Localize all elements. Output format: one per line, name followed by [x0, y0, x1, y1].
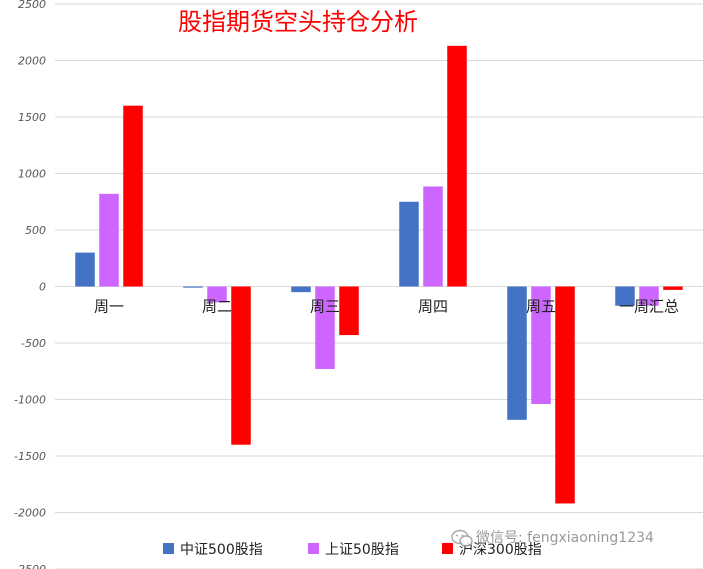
watermark: 微信号: fengxiaoning1234 [451, 529, 654, 547]
x-tick-label: 周五 [526, 298, 556, 316]
y-tick-label: -1500 [14, 450, 46, 463]
x-tick-label: 周四 [418, 298, 448, 316]
legend-swatch [163, 543, 174, 554]
wechat-icon [451, 529, 473, 547]
watermark-text: 微信号: fengxiaoning1234 [476, 530, 654, 546]
bar [423, 186, 443, 287]
x-tick-label: 周一 [94, 298, 124, 316]
legend: 中证500股指 上证50股指 沪深300股指 [163, 542, 542, 558]
y-tick-label: -500 [21, 337, 46, 350]
bar [507, 286, 527, 420]
bar [315, 286, 335, 369]
y-tick-label: 2500 [18, 0, 46, 11]
y-tick-label: 2000 [18, 55, 46, 68]
bar [399, 201, 419, 287]
legend-swatch [442, 543, 453, 554]
legend-label: 上证50股指 [325, 542, 399, 558]
bar [99, 193, 119, 287]
bar [75, 252, 95, 287]
y-tick-label: -1000 [14, 394, 46, 407]
bar [531, 286, 551, 405]
bar [231, 286, 251, 445]
bar [663, 286, 683, 290]
bars [75, 45, 683, 504]
bar [447, 45, 467, 287]
y-axis-ticks: 2500 2000 1500 1000 500 0 -500 -1000 -1500 -2000 -… [14, 0, 46, 569]
bar [639, 286, 659, 306]
y-tick-label: 1500 [18, 111, 46, 124]
x-axis-ticks: 周一 周二 周三 周四 周五 一周汇总 [94, 298, 679, 316]
bar [123, 105, 143, 287]
legend-swatch [308, 543, 319, 554]
legend-label: 沪深300股指 [459, 542, 542, 558]
x-tick-label: 周三 [310, 298, 340, 316]
bar [207, 286, 227, 303]
x-tick-label: 一周汇总 [619, 298, 679, 316]
x-tick-label: 周二 [202, 298, 232, 316]
y-tick-label: 1000 [18, 168, 46, 181]
bar [555, 286, 575, 504]
y-tick-label: 500 [25, 224, 46, 237]
bar [339, 286, 359, 336]
legend-label: 中证500股指 [180, 542, 263, 558]
bar [291, 286, 311, 293]
bar [183, 286, 203, 288]
y-tick-label: 0 [39, 281, 46, 294]
chart-title: 股指期货空头持仓分析 [178, 8, 418, 36]
y-tick-label: -2000 [14, 507, 46, 520]
bar [615, 286, 635, 306]
y-tick-label: -2500 [14, 563, 46, 569]
gridlines [55, 3, 703, 569]
